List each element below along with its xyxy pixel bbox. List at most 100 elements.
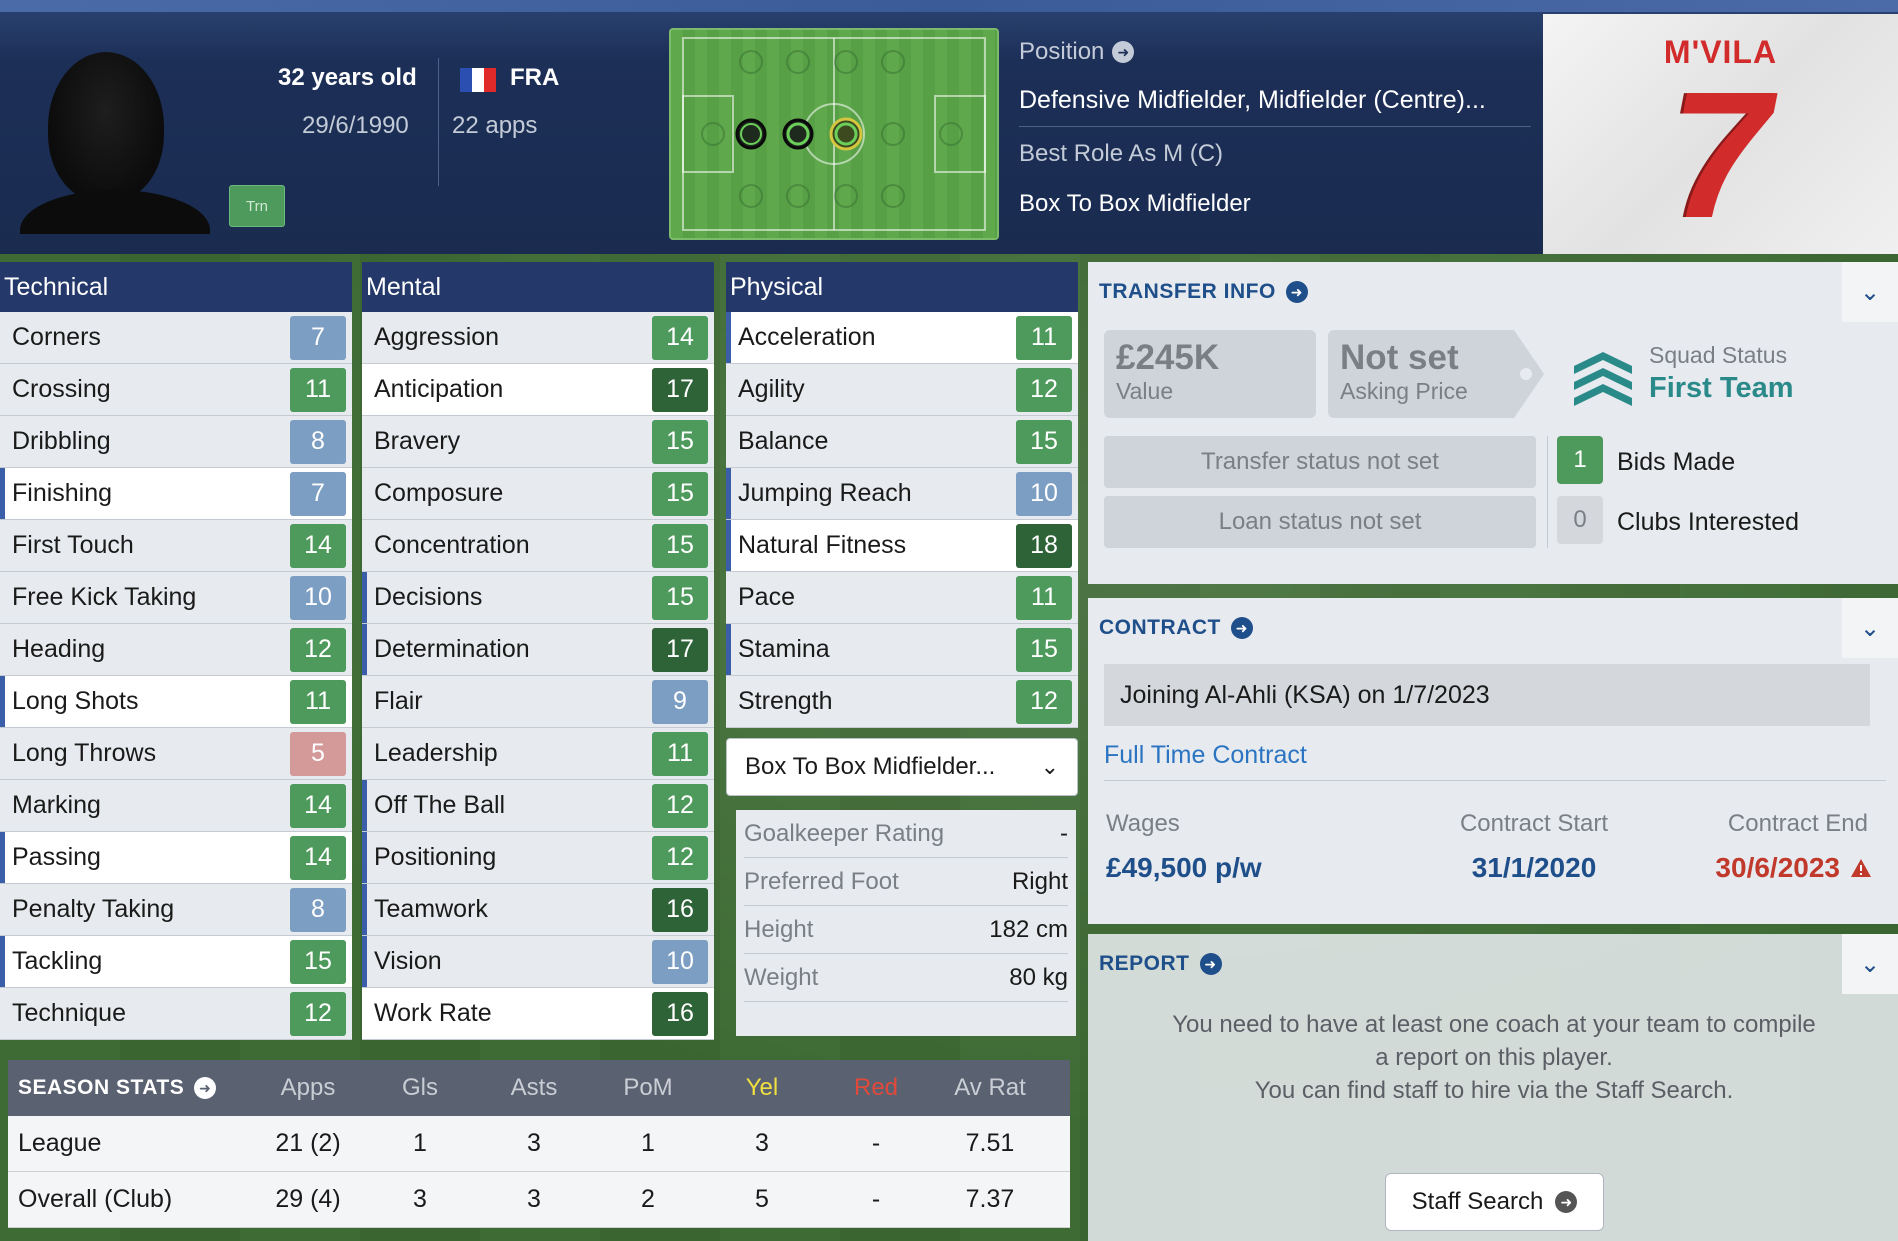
attr-label: Penalty Taking (12, 895, 175, 923)
physical-attr-row[interactable]: Stamina 15 (726, 624, 1078, 676)
mental-attr-row[interactable]: Vision 10 (362, 936, 714, 988)
col-pom[interactable]: PoM (623, 1074, 673, 1101)
col-gls[interactable]: Gls (402, 1074, 438, 1101)
transfer-status-button[interactable]: Transfer status not set (1104, 436, 1536, 488)
clubs-count[interactable]: 0 (1557, 496, 1603, 544)
squad-status-value[interactable]: First Team (1649, 372, 1794, 404)
training-badge[interactable]: Trn (229, 185, 285, 227)
asking-price-tile[interactable]: Not set Asking Price (1328, 330, 1514, 418)
attr-value: 15 (652, 523, 708, 568)
mental-attr-row[interactable]: Determination 17 (362, 624, 714, 676)
collapse-chevron-icon[interactable]: ⌄ (1842, 262, 1898, 322)
bids-count[interactable]: 1 (1557, 436, 1603, 484)
arrow-right-icon[interactable]: ➜ (1285, 281, 1308, 303)
col-yel[interactable]: Yel (745, 1074, 779, 1101)
technical-attr-row[interactable]: Penalty Taking 8 (0, 884, 352, 936)
attr-value: 18 (1016, 523, 1072, 568)
role-dropdown[interactable]: Box To Box Midfielder... ⌄ (726, 738, 1078, 796)
arrow-right-icon[interactable]: ➜ (1199, 953, 1222, 975)
technical-attr-row[interactable]: First Touch 14 (0, 520, 352, 572)
info-label: Preferred Foot (744, 867, 899, 895)
arrow-right-icon[interactable]: ➜ (1112, 41, 1135, 63)
player-nation[interactable]: FRA (510, 64, 560, 91)
attr-value: 11 (1016, 575, 1072, 620)
technical-attr-row[interactable]: Long Shots 11 (0, 676, 352, 728)
mental-attr-row[interactable]: Leadership 11 (362, 728, 714, 780)
collapse-chevron-icon[interactable]: ⌄ (1842, 598, 1898, 658)
technical-attr-row[interactable]: Passing 14 (0, 832, 352, 884)
technical-attr-row[interactable]: Heading 12 (0, 624, 352, 676)
season-row-label: League (18, 1129, 102, 1157)
contract-end-label: Contract End (1727, 810, 1868, 837)
col-red[interactable]: Red (853, 1074, 899, 1101)
clubs-label[interactable]: Clubs Interested (1617, 508, 1800, 536)
wages-label: Wages (1106, 810, 1180, 837)
transfer-info-title[interactable]: TRANSFER INFO ➜ (1099, 280, 1308, 304)
attr-value: 10 (652, 939, 708, 984)
physical-attr-row[interactable]: Natural Fitness 18 (726, 520, 1078, 572)
position-label-text: Position (1019, 38, 1105, 65)
mental-attr-row[interactable]: Anticipation 17 (362, 364, 714, 416)
staff-search-button[interactable]: Staff Search ➜ (1385, 1173, 1604, 1231)
contract-start-label: Contract Start (1459, 810, 1609, 837)
physical-attr-row[interactable]: Agility 12 (726, 364, 1078, 416)
attr-value: 12 (652, 783, 708, 828)
contract-end: 30/6/2023 (1715, 852, 1872, 884)
physical-attr-row[interactable]: Acceleration 11 (726, 312, 1078, 364)
season-cell: 21 (2) (275, 1129, 341, 1157)
report-title[interactable]: REPORT ➜ (1099, 952, 1222, 976)
collapse-chevron-icon[interactable]: ⌄ (1842, 934, 1898, 994)
mental-attr-row[interactable]: Bravery 15 (362, 416, 714, 468)
physical-attr-row[interactable]: Pace 11 (726, 572, 1078, 624)
warning-icon[interactable] (1850, 858, 1872, 878)
season-stats-title[interactable]: SEASON STATS ➜ (8, 1076, 240, 1100)
technical-attr-row[interactable]: Free Kick Taking 10 (0, 572, 352, 624)
mental-attr-row[interactable]: Off The Ball 12 (362, 780, 714, 832)
mental-attr-row[interactable]: Flair 9 (362, 676, 714, 728)
mental-attr-row[interactable]: Aggression 14 (362, 312, 714, 364)
position-label[interactable]: Position ➜ (1019, 38, 1135, 66)
info-row: Height 182 cm (744, 906, 1068, 954)
physical-attributes: Physical Acceleration 11 Agility 12 Balance 1… (726, 262, 1078, 728)
technical-attr-row[interactable]: Marking 14 (0, 780, 352, 832)
bids-label[interactable]: Bids Made (1617, 448, 1736, 476)
technical-attr-row[interactable]: Long Throws 5 (0, 728, 352, 780)
technical-attributes: Technical Corners 7 Crossing 11 Dribbling 8 Fi… (0, 262, 352, 1040)
physical-attr-row[interactable]: Strength 12 (726, 676, 1078, 728)
contract-type-link[interactable]: Full Time Contract (1104, 741, 1307, 769)
col-apps[interactable]: Apps (280, 1074, 336, 1101)
attr-value: 12 (290, 991, 346, 1036)
col-avrat[interactable]: Av Rat (954, 1074, 1026, 1101)
arrow-right-icon[interactable]: ➜ (194, 1077, 217, 1099)
physical-attr-row[interactable]: Jumping Reach 10 (726, 468, 1078, 520)
attr-value: 9 (652, 679, 708, 724)
position-markers (735, 117, 863, 151)
mental-attr-row[interactable]: Concentration 15 (362, 520, 714, 572)
col-asts[interactable]: Asts (510, 1074, 558, 1101)
attr-label: Concentration (374, 531, 530, 559)
mental-attr-row[interactable]: Teamwork 16 (362, 884, 714, 936)
info-row: Weight 80 kg (744, 954, 1068, 1002)
mental-attr-row[interactable]: Composure 15 (362, 468, 714, 520)
staff-search-label: Staff Search (1411, 1188, 1544, 1215)
technical-attr-row[interactable]: Corners 7 (0, 312, 352, 364)
mental-attr-row[interactable]: Work Rate 16 (362, 988, 714, 1040)
season-stats-row[interactable]: Overall (Club) 29 (4) 3 3 2 5 - 7.37 (8, 1172, 1070, 1228)
mental-attr-row[interactable]: Positioning 12 (362, 832, 714, 884)
technical-attr-row[interactable]: Finishing 7 (0, 468, 352, 520)
arrow-right-icon[interactable]: ➜ (1230, 617, 1253, 639)
contract-title[interactable]: CONTRACT ➜ (1099, 616, 1253, 640)
mental-attr-row[interactable]: Decisions 15 (362, 572, 714, 624)
technical-attr-row[interactable]: Crossing 11 (0, 364, 352, 416)
transfer-info-title-text: TRANSFER INFO (1099, 280, 1276, 303)
attr-value: 16 (652, 887, 708, 932)
technical-attr-row[interactable]: Technique 12 (0, 988, 352, 1040)
physical-attr-row[interactable]: Balance 15 (726, 416, 1078, 468)
attr-label: Composure (374, 479, 504, 507)
technical-attr-row[interactable]: Dribbling 8 (0, 416, 352, 468)
loan-status-button[interactable]: Loan status not set (1104, 496, 1536, 548)
attr-value: 12 (1016, 679, 1072, 724)
wages-value: £49,500 p/w (1106, 852, 1262, 883)
season-stats-row[interactable]: League 21 (2) 1 3 1 3 - 7.51 (8, 1116, 1070, 1172)
technical-attr-row[interactable]: Tackling 15 (0, 936, 352, 988)
